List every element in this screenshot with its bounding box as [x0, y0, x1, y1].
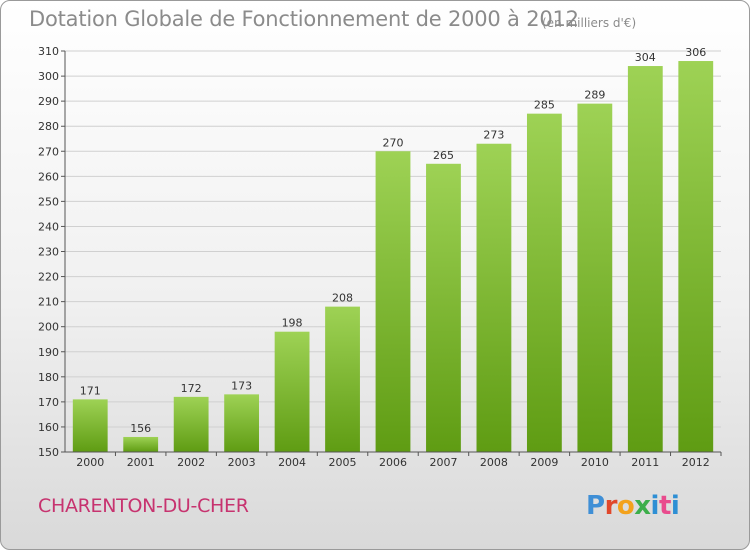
bar	[627, 66, 663, 452]
data-label: 306	[685, 46, 706, 59]
y-tick-label: 170	[38, 396, 59, 409]
data-label: 156	[130, 422, 151, 435]
y-tick-label: 270	[38, 145, 59, 158]
bar	[426, 163, 461, 452]
data-label: 304	[635, 51, 656, 64]
data-label: 265	[433, 149, 454, 162]
bar	[173, 396, 209, 452]
y-tick-label: 210	[38, 296, 59, 309]
y-tick-label: 260	[38, 170, 59, 183]
y-axis-ticks: 150 160 170 180 190 200 210 220 230 240 250 260 270 2…	[38, 45, 65, 459]
data-label: 208	[332, 292, 353, 305]
data-label: 172	[181, 382, 202, 395]
y-tick-label: 160	[38, 421, 59, 434]
x-tick-label: 2007	[429, 456, 457, 469]
data-label: 198	[282, 317, 303, 330]
commune-name: CHARENTON-DU-CHER	[38, 495, 249, 517]
x-tick-label: 2012	[682, 456, 710, 469]
y-tick-label: 300	[38, 70, 59, 83]
x-tick-label: 2011	[631, 456, 659, 469]
data-labels: 171 156 172 173 198 208 270 265 273 285 289 304 306	[80, 46, 707, 435]
data-label: 173	[231, 379, 252, 392]
bar	[678, 61, 714, 453]
bar	[72, 399, 108, 452]
bar	[577, 103, 613, 452]
bar	[375, 151, 411, 452]
bar	[476, 143, 512, 452]
y-tick-label: 310	[38, 45, 59, 58]
y-tick-label: 200	[38, 321, 59, 334]
bars	[72, 61, 714, 453]
bar	[325, 306, 360, 452]
x-tick-label: 2006	[379, 456, 407, 469]
chart-title: Dotation Globale de Fonctionnement de 20…	[29, 7, 579, 31]
bar	[274, 331, 310, 452]
y-tick-label: 240	[38, 220, 59, 233]
x-tick-label: 2002	[177, 456, 205, 469]
x-tick-label: 2009	[530, 456, 558, 469]
y-tick-label: 230	[38, 246, 59, 259]
chart-subtitle: (en milliers d'€)	[542, 16, 637, 30]
x-tick-label: 2005	[329, 456, 357, 469]
y-tick-label: 150	[38, 446, 59, 459]
bar	[123, 436, 159, 452]
y-tick-label: 290	[38, 95, 59, 108]
data-label: 273	[483, 129, 504, 142]
y-tick-label: 220	[38, 271, 59, 284]
data-label: 270	[383, 136, 404, 149]
x-tick-label: 2004	[278, 456, 306, 469]
data-label: 285	[534, 99, 555, 112]
x-tick-label: 2008	[480, 456, 508, 469]
y-tick-label: 250	[38, 195, 59, 208]
bar	[526, 113, 562, 452]
x-axis-ticks: 2000 2001 2002 2003 2004 2005 2006 2007 2008 2009…	[76, 452, 722, 469]
x-tick-label: 2010	[581, 456, 609, 469]
y-tick-label: 190	[38, 346, 59, 359]
x-tick-label: 2003	[228, 456, 256, 469]
y-tick-label: 280	[38, 120, 59, 133]
bar	[224, 394, 260, 452]
data-label: 289	[584, 89, 605, 102]
proxiti-logo: Proxiti	[586, 491, 680, 521]
y-tick-label: 180	[38, 371, 59, 384]
x-tick-label: 2001	[127, 456, 155, 469]
data-label: 171	[80, 384, 101, 397]
x-tick-label: 2000	[76, 456, 104, 469]
